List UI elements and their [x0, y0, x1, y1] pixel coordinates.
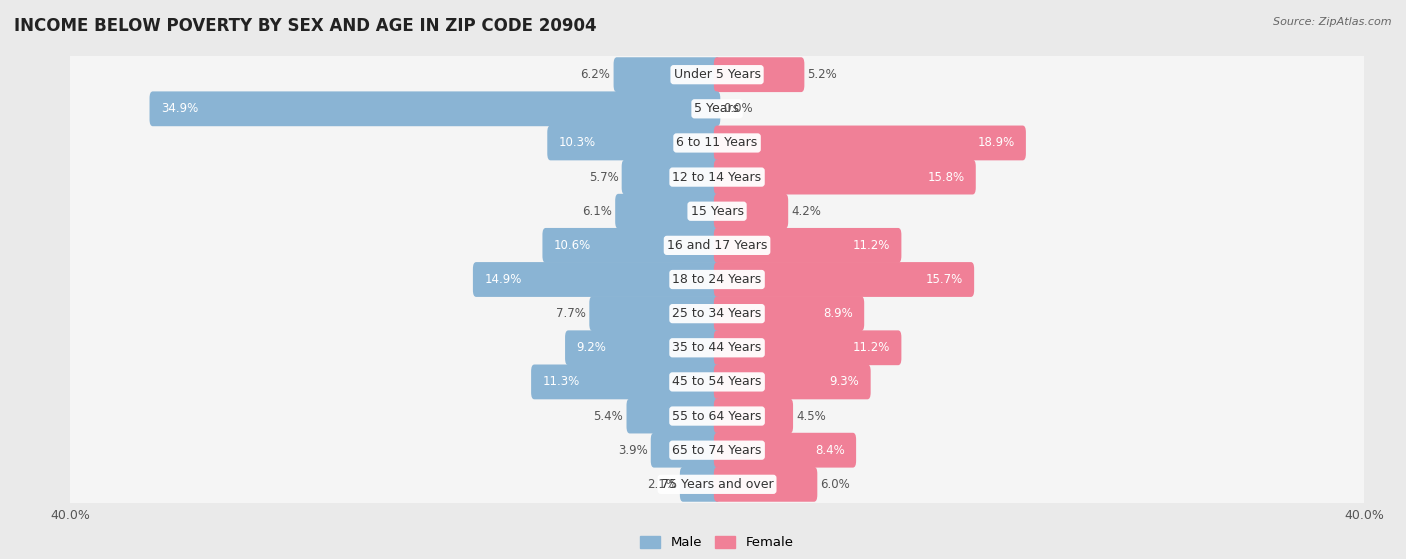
Text: 4.2%: 4.2% — [792, 205, 821, 217]
FancyBboxPatch shape — [714, 57, 804, 92]
FancyBboxPatch shape — [714, 330, 901, 365]
FancyBboxPatch shape — [613, 57, 720, 92]
FancyBboxPatch shape — [472, 262, 720, 297]
Text: 55 to 64 Years: 55 to 64 Years — [672, 410, 762, 423]
FancyBboxPatch shape — [681, 467, 720, 502]
FancyBboxPatch shape — [52, 54, 1382, 96]
Text: 35 to 44 Years: 35 to 44 Years — [672, 342, 762, 354]
Text: 16 and 17 Years: 16 and 17 Years — [666, 239, 768, 252]
Text: 45 to 54 Years: 45 to 54 Years — [672, 376, 762, 389]
Text: 75 Years and over: 75 Years and over — [661, 478, 773, 491]
FancyBboxPatch shape — [621, 160, 720, 195]
FancyBboxPatch shape — [52, 326, 1382, 369]
FancyBboxPatch shape — [52, 156, 1382, 198]
Legend: Male, Female: Male, Female — [636, 530, 799, 555]
Text: Source: ZipAtlas.com: Source: ZipAtlas.com — [1274, 17, 1392, 27]
Text: 10.6%: 10.6% — [554, 239, 591, 252]
FancyBboxPatch shape — [52, 395, 1382, 437]
FancyBboxPatch shape — [52, 190, 1382, 233]
Text: 15.8%: 15.8% — [928, 170, 965, 183]
Text: 9.2%: 9.2% — [576, 342, 606, 354]
Text: 15 Years: 15 Years — [690, 205, 744, 217]
FancyBboxPatch shape — [714, 262, 974, 297]
Text: 25 to 34 Years: 25 to 34 Years — [672, 307, 762, 320]
Text: 7.7%: 7.7% — [557, 307, 586, 320]
Text: 5.4%: 5.4% — [593, 410, 623, 423]
Text: 5.2%: 5.2% — [807, 68, 838, 81]
FancyBboxPatch shape — [714, 296, 865, 331]
Text: INCOME BELOW POVERTY BY SEX AND AGE IN ZIP CODE 20904: INCOME BELOW POVERTY BY SEX AND AGE IN Z… — [14, 17, 596, 35]
Text: 11.2%: 11.2% — [852, 342, 890, 354]
Text: 8.9%: 8.9% — [823, 307, 853, 320]
Text: 6.0%: 6.0% — [821, 478, 851, 491]
Text: 5 Years: 5 Years — [695, 102, 740, 115]
FancyBboxPatch shape — [714, 467, 817, 502]
FancyBboxPatch shape — [547, 126, 720, 160]
Text: 3.9%: 3.9% — [617, 444, 648, 457]
Text: 11.2%: 11.2% — [852, 239, 890, 252]
Text: 9.3%: 9.3% — [830, 376, 859, 389]
FancyBboxPatch shape — [714, 364, 870, 399]
Text: 8.4%: 8.4% — [815, 444, 845, 457]
Text: 5.7%: 5.7% — [589, 170, 619, 183]
Text: 12 to 14 Years: 12 to 14 Years — [672, 170, 762, 183]
Text: 6.1%: 6.1% — [582, 205, 612, 217]
FancyBboxPatch shape — [714, 399, 793, 433]
FancyBboxPatch shape — [714, 160, 976, 195]
Text: 4.5%: 4.5% — [796, 410, 827, 423]
FancyBboxPatch shape — [714, 433, 856, 467]
FancyBboxPatch shape — [52, 429, 1382, 471]
FancyBboxPatch shape — [627, 399, 720, 433]
Text: 6 to 11 Years: 6 to 11 Years — [676, 136, 758, 149]
FancyBboxPatch shape — [589, 296, 720, 331]
FancyBboxPatch shape — [616, 194, 720, 229]
FancyBboxPatch shape — [651, 433, 720, 467]
FancyBboxPatch shape — [52, 361, 1382, 403]
Text: 18.9%: 18.9% — [977, 136, 1015, 149]
Text: 11.3%: 11.3% — [543, 376, 579, 389]
Text: 65 to 74 Years: 65 to 74 Years — [672, 444, 762, 457]
FancyBboxPatch shape — [52, 258, 1382, 301]
FancyBboxPatch shape — [565, 330, 720, 365]
Text: 2.1%: 2.1% — [647, 478, 676, 491]
Text: 14.9%: 14.9% — [484, 273, 522, 286]
FancyBboxPatch shape — [52, 88, 1382, 130]
FancyBboxPatch shape — [714, 194, 789, 229]
FancyBboxPatch shape — [52, 292, 1382, 335]
FancyBboxPatch shape — [52, 224, 1382, 267]
Text: 6.2%: 6.2% — [581, 68, 610, 81]
Text: 0.0%: 0.0% — [724, 102, 754, 115]
Text: 18 to 24 Years: 18 to 24 Years — [672, 273, 762, 286]
FancyBboxPatch shape — [543, 228, 720, 263]
Text: Under 5 Years: Under 5 Years — [673, 68, 761, 81]
FancyBboxPatch shape — [52, 122, 1382, 164]
FancyBboxPatch shape — [714, 126, 1026, 160]
Text: 15.7%: 15.7% — [925, 273, 963, 286]
Text: 10.3%: 10.3% — [558, 136, 596, 149]
FancyBboxPatch shape — [52, 463, 1382, 505]
Text: 34.9%: 34.9% — [160, 102, 198, 115]
FancyBboxPatch shape — [714, 228, 901, 263]
FancyBboxPatch shape — [149, 92, 720, 126]
FancyBboxPatch shape — [531, 364, 720, 399]
